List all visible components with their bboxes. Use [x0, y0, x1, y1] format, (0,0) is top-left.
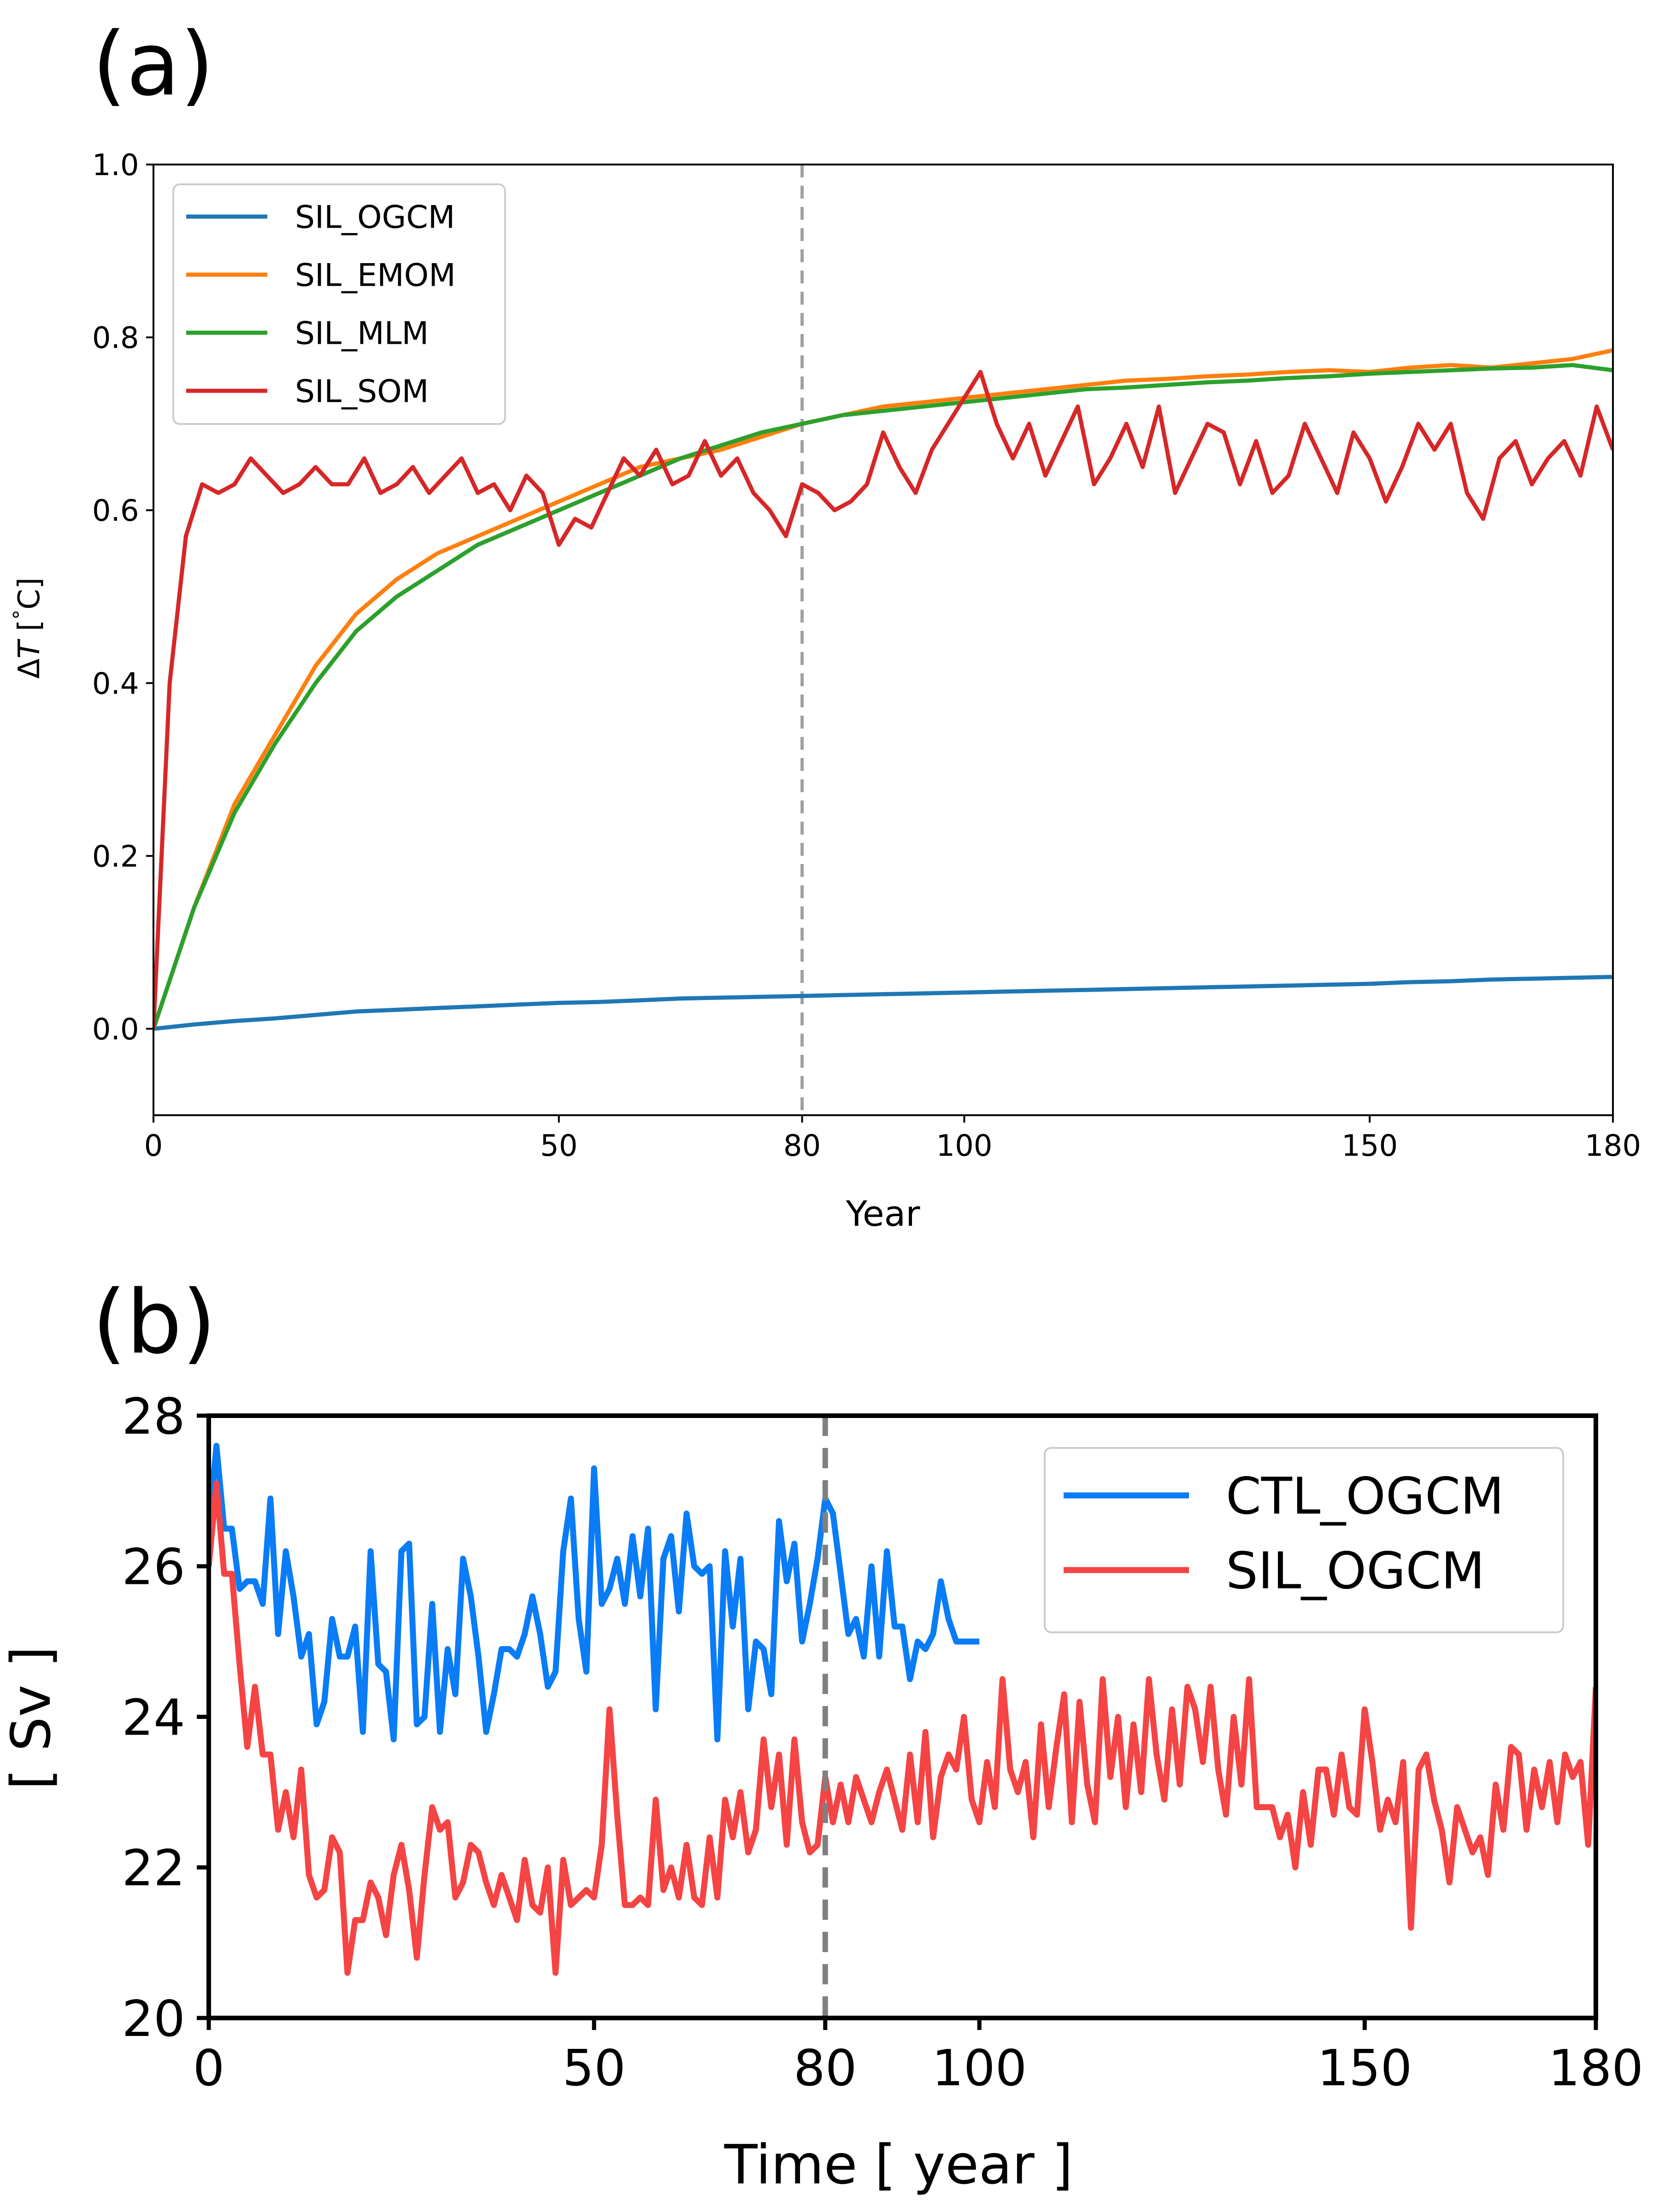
panel-a: (a) ΔT [°C] Year [9, 13, 921, 1234]
legend-label-sil-ogcm: SIL_OGCM [1226, 1541, 1485, 1600]
y-tick-label: 22 [122, 1840, 185, 1897]
y-tick-label: 0.2 [92, 840, 139, 874]
panel-b-ylabel: [ Sv ] [0, 1646, 63, 1790]
plot-frame [153, 164, 1614, 1116]
y-tick-label: 0.4 [92, 667, 139, 701]
series-line-sil-ogcm [153, 975, 1613, 1031]
x-tick-label: 50 [562, 2040, 625, 2097]
chart-a: 0 50 80 100 150 180 0.0 0.2 0.4 0.6 0.8 1.0 SIL_OGCM… [92, 148, 1641, 1163]
x-tick-label: 50 [540, 1129, 577, 1163]
x-tick-label: 180 [1585, 1129, 1641, 1163]
y-tick-label: 24 [122, 1689, 185, 1747]
series-line-sil-mlm [153, 363, 1613, 1030]
y-tick-label: 1.0 [92, 148, 139, 182]
panel-a-label: (a) [92, 13, 214, 115]
x-tick-label: 0 [193, 2040, 225, 2097]
series-line-sil-ogcm [209, 1480, 1596, 1976]
legend-label-sil-mlm: SIL_MLM [295, 315, 429, 352]
series-line-ctl-ogcm [209, 1442, 980, 1742]
x-tick-label: 0 [144, 1129, 163, 1163]
y-tick-label: 20 [122, 1990, 185, 2048]
x-tick-label: 80 [794, 2040, 857, 2097]
y-tick-label: 0.8 [92, 321, 139, 355]
legend-label-ctl-ogcm: CTL_OGCM [1226, 1467, 1504, 1526]
panel-b-xlabel: Time [ year ] [724, 2133, 1073, 2196]
panel-b-label: (b) [92, 1271, 216, 1373]
legend: CTL_OGCM SIL_OGCM [1044, 1447, 1564, 1633]
legend: SIL_OGCM SIL_EMOM SIL_MLM SIL_SOM [172, 183, 506, 425]
series-line-sil-som [153, 370, 1613, 1029]
legend-label-sil-emom: SIL_EMOM [295, 257, 456, 294]
series-group [153, 165, 1613, 1115]
legend-label-sil-som: SIL_SOM [295, 373, 429, 410]
y-tick-label: 0.6 [92, 494, 139, 528]
x-tick-label: 80 [783, 1129, 821, 1163]
series-line-sil-emom [153, 348, 1613, 1030]
y-tick-label: 26 [122, 1539, 185, 1596]
chart-b: 0 50 80 100 150 180 20 22 24 26 28 CTL_OGCM SIL_OGCM [122, 1388, 1643, 2097]
x-tick-label: 150 [1317, 2040, 1412, 2097]
legend-label-sil-ogcm: SIL_OGCM [295, 199, 455, 235]
panel-a-ylabel: ΔT [°C] [9, 577, 47, 679]
x-tick-label: 100 [936, 1129, 992, 1163]
panel-a-xlabel: Year [846, 1193, 921, 1234]
x-tick-label: 180 [1548, 2040, 1643, 2097]
y-tick-label: 28 [122, 1388, 185, 1446]
x-tick-label: 100 [932, 2040, 1027, 2097]
x-tick-label: 150 [1341, 1129, 1398, 1163]
panel-b: (b) [ Sv ] Time [ year ] [0, 1271, 1073, 2196]
y-tick-label: 0.0 [92, 1012, 139, 1047]
series-group [209, 1416, 1596, 2018]
legend-box [172, 183, 506, 425]
